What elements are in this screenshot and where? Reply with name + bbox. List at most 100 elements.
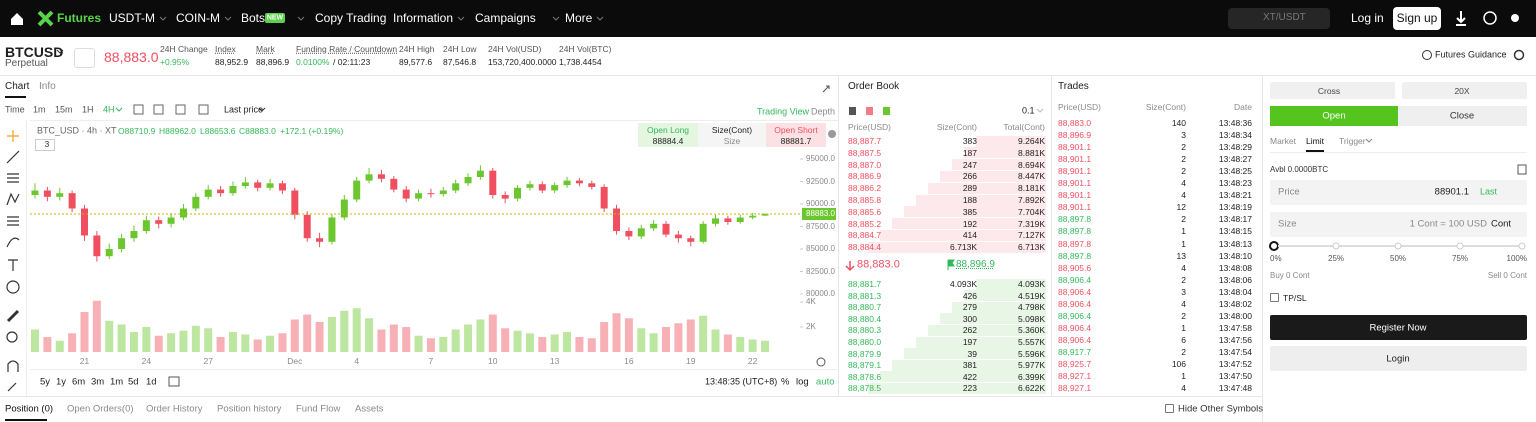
signup-button[interactable] (1393, 7, 1441, 30)
candle-body (105, 249, 113, 257)
book-cell: 4.798K (1018, 301, 1045, 312)
candle-body (118, 238, 126, 249)
home-icon[interactable] (11, 13, 23, 25)
open-short-button[interactable] (766, 123, 826, 147)
interval-button[interactable]: 1H (82, 104, 94, 115)
scale-option[interactable]: log (796, 376, 809, 388)
tool-icon[interactable] (7, 173, 19, 183)
order-type-tab[interactable]: Trigger (1339, 135, 1366, 146)
bottom-tab[interactable]: Position history (217, 403, 282, 415)
guidance-link[interactable]: Futures Guidance (1435, 49, 1507, 60)
logo-text[interactable]: Futures (57, 11, 102, 25)
candle-body (538, 184, 546, 191)
register-button[interactable] (1270, 315, 1527, 340)
tool-icon[interactable] (6, 309, 20, 323)
symbol[interactable]: BTCUSD (5, 44, 64, 60)
bottom-tab[interactable]: Position (0) (5, 403, 54, 415)
scale-option[interactable]: % (781, 376, 790, 388)
layout-icon (883, 107, 890, 115)
chart-tab[interactable]: Info (39, 81, 56, 92)
range-button[interactable]: 6m (72, 376, 86, 388)
login-button[interactable] (1270, 346, 1527, 371)
nav-item[interactable]: Information (393, 11, 454, 25)
volume-bar (216, 337, 225, 352)
signup-button-label[interactable]: Sign up (1396, 11, 1438, 25)
book-cell: 6.622K (1018, 383, 1045, 394)
price-input[interactable] (1270, 180, 1527, 205)
open-tab[interactable] (1270, 106, 1398, 126)
volume-bar (563, 332, 572, 352)
tool-icon[interactable] (6, 150, 20, 164)
tool-icon[interactable] (6, 280, 20, 294)
volume-bar (451, 329, 460, 352)
stat-label: 24H High (399, 43, 435, 54)
range-button[interactable]: 3m (91, 376, 105, 388)
candle-body (526, 184, 534, 188)
nav-item[interactable]: COIN-M (176, 11, 220, 25)
nav-item[interactable]: More (565, 11, 593, 25)
favorite-button[interactable] (74, 48, 95, 68)
stat-label: Funding Rate / Countdown (296, 43, 398, 54)
tool-icon[interactable] (6, 192, 20, 206)
range-button[interactable]: 1d (146, 376, 157, 388)
candle-body (761, 214, 769, 216)
chart-tab[interactable]: Chart (5, 81, 30, 92)
candle-body (353, 180, 361, 200)
tpsl-checkbox[interactable] (1270, 293, 1279, 302)
range-button[interactable]: 5d (128, 376, 139, 388)
bottom-tab[interactable]: Order History (146, 403, 203, 415)
view-tab[interactable]: Trading View (757, 106, 810, 117)
interval-button[interactable]: 15m (55, 104, 73, 115)
search-placeholder[interactable]: XT/USDT (1263, 12, 1306, 23)
nav-item[interactable]: Copy Trading (315, 11, 387, 25)
range-button[interactable]: 1y (56, 376, 67, 388)
order-type-tab[interactable]: Market (1270, 135, 1296, 146)
candle-body (43, 190, 51, 197)
buy-amount: Buy 0 Cont (1270, 271, 1310, 280)
book-cell: 7.319K (1018, 218, 1045, 229)
tool-icon[interactable] (7, 382, 17, 392)
volume-bar (538, 337, 547, 352)
range-button[interactable]: 1m (110, 376, 124, 388)
view-tab[interactable]: Depth (811, 106, 836, 117)
volume-bar (142, 327, 151, 352)
range-button[interactable]: 5y (40, 376, 51, 388)
scale-option[interactable]: auto (816, 376, 835, 388)
order-type-tab[interactable]: Limit (1306, 135, 1324, 146)
logo-icon[interactable] (37, 10, 54, 27)
tool-icon[interactable] (7, 360, 19, 372)
leverage-select[interactable] (1402, 82, 1527, 99)
nav-item[interactable]: USDT-M (109, 11, 155, 25)
tool-icon[interactable] (6, 237, 20, 248)
unit-select[interactable]: Cont (1491, 218, 1512, 230)
price-type-select[interactable]: Last price (224, 104, 264, 115)
candle-body (600, 186, 608, 209)
tool-icon[interactable] (6, 331, 18, 343)
interval-button[interactable]: 4H (103, 104, 115, 115)
hide-checkbox[interactable] (1165, 404, 1174, 413)
price-type-button[interactable]: Last (1480, 186, 1498, 197)
precision-select[interactable]: 0.1 (1022, 105, 1035, 116)
search-box[interactable] (1228, 8, 1330, 29)
login-link[interactable]: Log in (1351, 11, 1384, 25)
nav-item[interactable]: Bots (241, 11, 266, 25)
bottom-tab[interactable]: Open Orders(0) (67, 403, 134, 415)
margin-select[interactable] (1270, 82, 1395, 99)
toolbar-icon (175, 104, 186, 115)
close-tab[interactable] (1398, 106, 1527, 126)
bottom-tab[interactable]: Fund Flow (296, 403, 341, 415)
tool-icon[interactable] (8, 259, 18, 271)
candle-body (712, 218, 720, 224)
slider-handle[interactable] (1269, 241, 1279, 251)
open-long-button[interactable] (638, 123, 698, 147)
button-value: 88881.7 (780, 135, 812, 146)
book-cell: 385 (962, 206, 977, 217)
interval-button[interactable]: 1m (33, 104, 46, 115)
tool-icon[interactable] (7, 216, 19, 226)
size-input[interactable] (1270, 212, 1527, 237)
bottom-tab[interactable]: Assets (355, 403, 384, 415)
tool-icon[interactable] (7, 130, 19, 142)
candle-body (402, 189, 410, 199)
depth-bar (952, 159, 1046, 171)
nav-item[interactable]: Campaigns (475, 11, 536, 25)
